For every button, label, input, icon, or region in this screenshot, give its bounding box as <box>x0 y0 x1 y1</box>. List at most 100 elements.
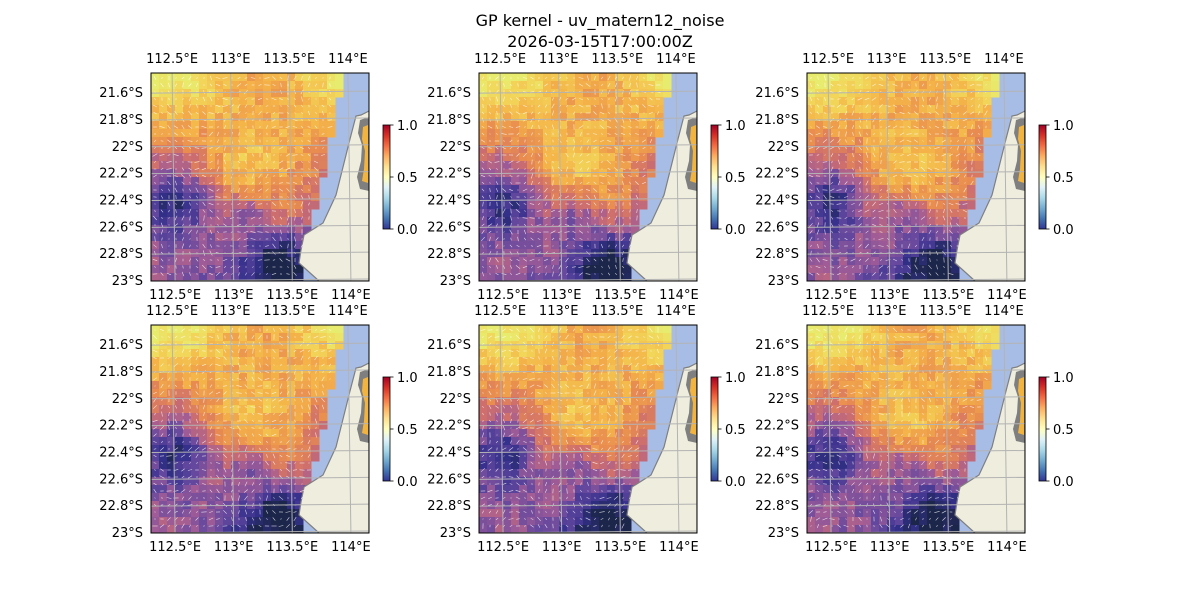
lat-label: 22°S <box>768 140 799 155</box>
lat-label: 23°S <box>440 274 471 289</box>
lon-label-bottom: 113°E <box>870 288 910 303</box>
lon-label-top: 113.5°E <box>591 52 643 67</box>
colorbar-tick-label: 0.0 <box>725 475 746 490</box>
lat-label: 22.2°S <box>427 167 471 182</box>
lat-label: 22.8°S <box>427 499 471 514</box>
lat-label: 22.2°S <box>755 167 799 182</box>
lat-label: 22.8°S <box>99 499 143 514</box>
gp-mean-field <box>807 325 1000 533</box>
colorbar-tick-label: 0.5 <box>1053 171 1074 186</box>
colorbar: 0.0 0.5 1.0 <box>710 371 746 490</box>
lon-label-top: 114°E <box>328 304 368 319</box>
colorbar-tick-label: 0.0 <box>1053 223 1074 238</box>
wind-vectors <box>480 75 661 277</box>
lat-label: 22°S <box>440 392 471 407</box>
lon-label-bottom: 114°E <box>659 288 699 303</box>
lon-label-top: 113.5°E <box>263 304 315 319</box>
colorbar-tick-label: 0.5 <box>725 171 746 186</box>
lon-label-bottom: 114°E <box>987 540 1027 555</box>
lat-label: 21.6°S <box>755 338 799 353</box>
lat-label: 22.4°S <box>99 193 143 208</box>
lon-label-bottom: 112.5°E <box>477 540 529 555</box>
lat-label: 21.6°S <box>99 338 143 353</box>
lon-label-top: 112.5°E <box>146 52 198 67</box>
lon-label-bottom: 113°E <box>542 288 582 303</box>
map-panel: 112.5°E 112.5°E 113°E 113°E 113.5°E 113.5°E 11… <box>99 304 417 555</box>
wind-vectors <box>808 327 988 529</box>
colorbar-tick-label: 0.0 <box>397 223 418 238</box>
lon-label-top: 113°E <box>211 304 251 319</box>
land-polygon <box>954 110 1025 281</box>
lat-label: 21.8°S <box>427 365 471 380</box>
map-panel: 112.5°E 112.5°E 113°E 113°E 113.5°E 113.5°E 11… <box>427 52 745 303</box>
lat-label: 21.8°S <box>99 113 143 128</box>
lon-label-bottom: 114°E <box>331 540 371 555</box>
lat-label: 22.2°S <box>99 419 143 434</box>
lon-label-bottom: 112.5°E <box>149 540 201 555</box>
lon-label-bottom: 113°E <box>214 540 254 555</box>
colorbar: 0.0 0.5 1.0 <box>1038 371 1074 490</box>
lon-label-bottom: 112.5°E <box>805 288 857 303</box>
land-polygon <box>626 362 697 533</box>
lat-label: 22.4°S <box>755 445 799 460</box>
colorbar-tick-label: 1.0 <box>397 371 418 386</box>
lat-label: 22.4°S <box>755 193 799 208</box>
map-panel: 112.5°E 112.5°E 113°E 113°E 113.5°E 113.5°E 11… <box>755 52 1073 303</box>
lon-label-top: 113.5°E <box>919 52 971 67</box>
lat-label: 22.4°S <box>427 445 471 460</box>
lon-label-top: 112.5°E <box>474 304 526 319</box>
lon-label-top: 113°E <box>539 304 579 319</box>
colorbar-tick-label: 1.0 <box>1053 119 1074 134</box>
figure-subtitle: 2026-03-15T17:00:00Z <box>507 32 693 51</box>
lon-label-top: 112.5°E <box>474 52 526 67</box>
colorbar-gradient <box>1038 124 1047 230</box>
lat-label: 22.2°S <box>99 167 143 182</box>
colorbar-tick-label: 0.0 <box>397 475 418 490</box>
map-frame <box>478 72 698 282</box>
lon-label-bottom: 113°E <box>214 288 254 303</box>
estuary-field <box>1018 377 1024 435</box>
lat-label: 21.8°S <box>427 113 471 128</box>
colorbar-tick-label: 0.5 <box>397 423 418 438</box>
lon-label-top: 113°E <box>211 52 251 67</box>
lat-label: 22.8°S <box>755 499 799 514</box>
lat-label: 22.2°S <box>427 419 471 434</box>
lat-label: 21.6°S <box>99 86 143 101</box>
lon-label-top: 112.5°E <box>802 304 854 319</box>
lon-label-top: 113°E <box>867 304 907 319</box>
lon-label-bottom: 112.5°E <box>805 540 857 555</box>
lon-label-top: 114°E <box>984 304 1024 319</box>
lat-label: 21.6°S <box>427 338 471 353</box>
colorbar-tick-label: 1.0 <box>1053 371 1074 386</box>
lat-label: 22°S <box>112 140 143 155</box>
lon-label-top: 113.5°E <box>263 52 315 67</box>
land-polygon <box>954 362 1025 533</box>
colorbar-gradient <box>382 376 391 482</box>
estuary-field <box>690 377 696 435</box>
lon-label-bottom: 113.5°E <box>594 540 646 555</box>
lat-lon-gridlines <box>807 73 1025 281</box>
lat-label: 21.8°S <box>755 365 799 380</box>
colorbar-gradient <box>382 124 391 230</box>
lon-label-bottom: 113.5°E <box>922 288 974 303</box>
lon-label-top: 114°E <box>656 304 696 319</box>
lat-label: 22.6°S <box>755 220 799 235</box>
lon-label-top: 114°E <box>656 52 696 67</box>
lon-label-bottom: 114°E <box>987 288 1027 303</box>
lon-label-top: 112.5°E <box>802 52 854 67</box>
colorbar: 0.0 0.5 1.0 <box>382 119 418 238</box>
lat-label: 22°S <box>440 140 471 155</box>
lon-label-bottom: 113°E <box>542 540 582 555</box>
lat-label: 21.6°S <box>427 86 471 101</box>
colorbar-gradient <box>710 376 719 482</box>
lat-lon-gridlines <box>807 325 1025 533</box>
lon-label-bottom: 113°E <box>870 540 910 555</box>
map-frame <box>806 324 1026 534</box>
lat-label: 21.8°S <box>99 365 143 380</box>
map-area <box>151 325 369 533</box>
wind-vectors <box>480 327 661 529</box>
figure-title: GP kernel - uv_matern12_noise <box>476 11 725 31</box>
lat-lon-gridlines <box>479 325 697 533</box>
